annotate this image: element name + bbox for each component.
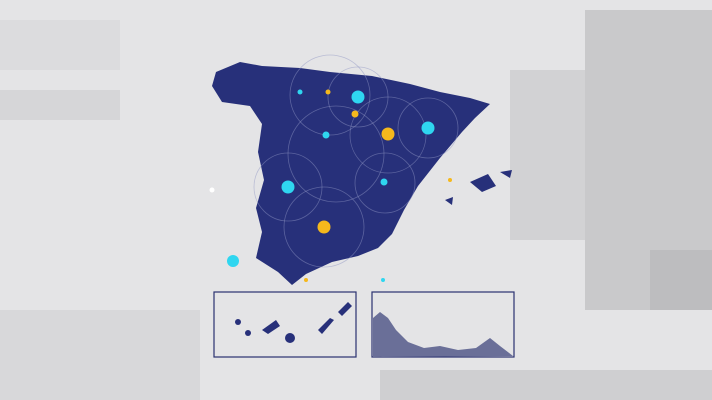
marker-cyan — [281, 180, 295, 194]
canary-islands — [235, 302, 352, 343]
inset-canary-islands — [213, 291, 357, 358]
marker-cyan — [351, 90, 365, 104]
marker-yellow — [325, 89, 331, 95]
floating-dots — [209, 178, 452, 282]
markers — [281, 89, 435, 234]
marker-cyan — [380, 178, 388, 186]
region-rings — [253, 54, 459, 268]
marker-cyan — [297, 89, 303, 95]
marker-yellow — [317, 220, 331, 234]
inset-coast — [371, 291, 515, 358]
spain-mainland — [212, 62, 490, 285]
coast-landmass — [373, 312, 513, 357]
marker-cyan — [322, 131, 330, 139]
marker-yellow — [351, 110, 359, 118]
marker-cyan — [421, 121, 435, 135]
marker-yellow — [381, 127, 395, 141]
balearic-islands — [445, 170, 512, 205]
